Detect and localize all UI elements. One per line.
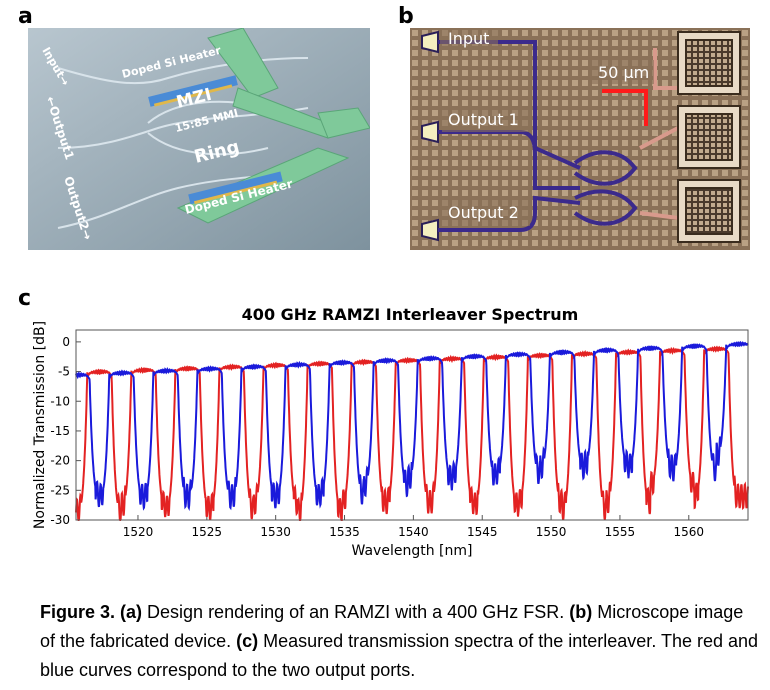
y-tick-label: -10 <box>50 394 70 408</box>
design-rendering: Input→ ←Output1 Output2→ Doped Si Heater… <box>28 0 371 250</box>
microscope-image: Input Output 1 Output 2 50 μm <box>410 28 750 250</box>
figure-caption: Figure 3. (a) Design rendering of an RAM… <box>40 598 760 685</box>
caption-part-c: Measured transmission spectra of the int… <box>40 631 759 680</box>
x-tick-label: 1555 <box>605 525 636 539</box>
y-tick-label: -30 <box>50 513 70 527</box>
series-line-2 <box>75 340 749 512</box>
x-tick-label: 1560 <box>674 525 705 539</box>
caption-part-b-tag: (b) <box>569 602 593 622</box>
figure-label: Figure 3. <box>40 602 116 622</box>
scale-bar-label: 50 μm <box>598 63 649 82</box>
y-tick-label: -15 <box>50 424 70 438</box>
panel-c-letter: c <box>18 286 32 311</box>
transmission-spectrum-chart: 400 GHz RAMZI Interleaver Spectrum 0 -5 -1… <box>0 290 770 570</box>
y-tick-label: -20 <box>50 454 70 468</box>
caption-part-a: Design rendering of an RAMZI with a 400 … <box>142 602 570 622</box>
y-tick-label: -25 <box>50 483 70 497</box>
y-axis-label: Normalized Transmission [dB] <box>32 321 48 529</box>
panel-a-letter: a <box>18 4 33 29</box>
x-tick-label: 1520 <box>123 525 154 539</box>
output1-label: Output 1 <box>448 110 519 129</box>
y-tick-label: 0 <box>62 335 70 349</box>
x-tick-label: 1525 <box>192 525 223 539</box>
caption-part-a-tag: (a) <box>120 602 143 622</box>
x-tick-label: 1540 <box>398 525 429 539</box>
x-tick-label: 1550 <box>536 525 567 539</box>
panel-b-letter: b <box>398 4 414 29</box>
y-tick-label: -5 <box>58 365 70 379</box>
caption-part-b: Microscope image of the fabricated devic… <box>40 602 744 651</box>
input-label: Input <box>448 29 489 48</box>
x-tick-label: 1545 <box>467 525 498 539</box>
x-tick-label: 1530 <box>260 525 291 539</box>
output2-label: Output 2 <box>448 203 519 222</box>
x-tick-label: 1535 <box>329 525 360 539</box>
series-line-1 <box>75 345 749 521</box>
chart-title: 400 GHz RAMZI Interleaver Spectrum <box>242 305 579 324</box>
x-axis-label: Wavelength [nm] <box>352 543 473 559</box>
plot-frame <box>75 329 749 521</box>
caption-part-c-tag: (c) <box>236 631 259 651</box>
x-axis: 1520 1525 1530 1535 1540 1545 1550 1555 1560 <box>123 515 704 539</box>
